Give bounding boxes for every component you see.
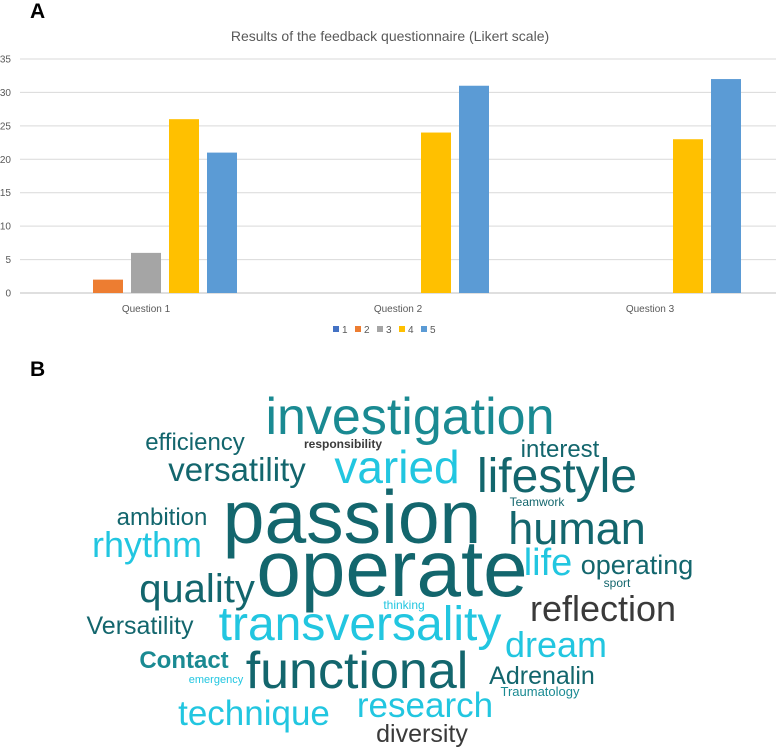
cloud-word: varied xyxy=(334,441,459,493)
cloud-word: transversality xyxy=(219,598,502,651)
legend-label: 3 xyxy=(386,325,392,336)
bar xyxy=(131,252,161,293)
category-label: Question 3 xyxy=(626,304,675,315)
cloud-word: emergency xyxy=(189,674,244,686)
bar xyxy=(93,279,123,293)
cloud-word: research xyxy=(357,686,493,725)
y-tick-label: 10 xyxy=(0,222,11,233)
category-label: Question 1 xyxy=(122,304,171,315)
bars xyxy=(93,79,741,294)
cloud-word: lifestyle xyxy=(477,450,637,503)
legend-swatch xyxy=(377,326,383,332)
cloud-word: dream xyxy=(505,624,607,665)
bar xyxy=(207,152,237,293)
bar xyxy=(169,119,199,294)
cloud-word: Teamwork xyxy=(510,495,566,509)
cloud-word: operating xyxy=(581,550,694,580)
legend-swatch xyxy=(355,326,361,332)
y-tick-label: 0 xyxy=(5,289,11,300)
cloud-word: responsibility xyxy=(304,437,382,451)
panel-b-label: B xyxy=(30,358,46,381)
cloud-word: sport xyxy=(604,576,631,590)
category-label: Question 2 xyxy=(374,304,423,315)
y-tick-labels: 0 5 10 15 20 25 30 35 xyxy=(0,55,11,300)
cloud-word: life xyxy=(524,542,573,584)
cloud-word: reflection xyxy=(530,588,676,629)
category-labels: Question 1 Question 2 Question 3 xyxy=(122,304,675,315)
word-cloud: investigation efficiency responsibility int… xyxy=(87,388,694,748)
cloud-word: Versatility xyxy=(87,612,194,640)
cloud-word: thinking xyxy=(383,598,424,612)
cloud-word: investigation xyxy=(265,388,554,446)
legend: 1 2 3 4 5 xyxy=(333,325,436,336)
legend-swatch xyxy=(421,326,427,332)
chart-title: Results of the feedback questionnaire (L… xyxy=(231,28,549,44)
y-tick-label: 25 xyxy=(0,121,11,132)
cloud-word: operate xyxy=(256,524,527,613)
y-tick-label: 5 xyxy=(5,255,11,266)
cloud-word: human xyxy=(508,503,646,554)
cloud-word: passion xyxy=(223,475,482,559)
legend-label: 5 xyxy=(430,325,436,336)
cloud-word: versatility xyxy=(168,451,306,488)
legend-swatch xyxy=(399,326,405,332)
cloud-word: technique xyxy=(178,694,330,733)
cloud-word: efficiency xyxy=(145,429,245,456)
bar xyxy=(711,79,741,293)
bar xyxy=(421,132,451,293)
y-tick-label: 20 xyxy=(0,155,11,166)
legend-swatch xyxy=(333,326,339,332)
legend-label: 1 xyxy=(342,325,348,336)
cloud-word: Traumatology xyxy=(501,684,580,699)
cloud-word: ambition xyxy=(117,504,208,531)
cloud-word: quality xyxy=(139,567,255,611)
bar xyxy=(673,139,703,293)
y-tick-label: 30 xyxy=(0,88,11,99)
y-tick-label: 35 xyxy=(0,55,11,66)
legend-label: 4 xyxy=(408,325,414,336)
bar-chart: Results of the feedback questionnaire (L… xyxy=(0,28,776,336)
cloud-word: rhythm xyxy=(92,524,202,565)
cloud-word: interest xyxy=(521,436,600,463)
cloud-word: Contact xyxy=(139,647,228,674)
cloud-word: functional xyxy=(246,642,469,700)
cloud-word: diversity xyxy=(376,720,468,748)
panel-a-label: A xyxy=(30,0,46,23)
bar xyxy=(459,85,489,293)
cloud-word: Adrenalin xyxy=(489,662,595,690)
legend-label: 2 xyxy=(364,325,370,336)
y-tick-label: 15 xyxy=(0,188,11,199)
